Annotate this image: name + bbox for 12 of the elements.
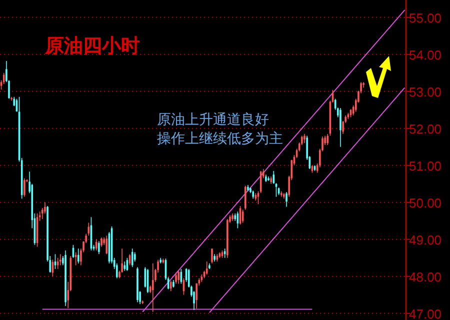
text: 原油四小时 — [44, 35, 140, 57]
y-tick-label: 53.00 — [409, 84, 442, 100]
y-tick-label: 54.00 — [409, 47, 442, 62]
annotation: 操作上继续低多为主 — [157, 130, 283, 146]
y-tick-label: 55.00 — [409, 10, 442, 26]
y-tick-label: 50.00 — [409, 195, 442, 210]
y-tick-label: 52.00 — [409, 121, 442, 136]
annotation: 原油上升通道良好 — [157, 111, 269, 127]
y-tick-label: 49.00 — [409, 232, 442, 248]
y-tick-label: 47.00 — [409, 306, 442, 320]
y-tick-label: 51.00 — [409, 158, 442, 174]
y-tick-label: 48.00 — [409, 269, 442, 284]
